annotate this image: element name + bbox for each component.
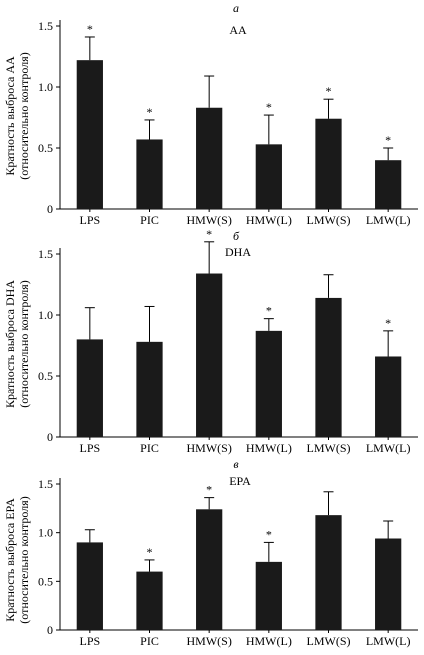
plot-area: 0 0.5 1.0 1.5 LPS * PIC * HMW(S) * HMW(L) LMW(S) LMW…	[38, 477, 418, 648]
significance-marker: *	[266, 304, 272, 318]
significance-marker: *	[326, 84, 332, 98]
panel-a: а AA Кратность выброса AA (относительно …	[3, 1, 418, 227]
x-tick-label: LMW(L)	[366, 213, 411, 227]
panel-b: б DHA Кратность выброса DHA (относительн…	[3, 227, 418, 455]
bar	[255, 330, 282, 437]
bar	[315, 515, 342, 630]
chart-title: EPA	[229, 474, 251, 488]
significance-marker: *	[266, 100, 272, 114]
bar	[315, 118, 342, 209]
bar	[315, 297, 342, 437]
y-tick-label: 1.0	[38, 308, 53, 322]
panel-letter: б	[233, 229, 240, 243]
bar	[76, 339, 103, 437]
y-tick-label: 0	[47, 623, 53, 637]
y-tick-label: 0	[47, 202, 53, 216]
bar	[375, 356, 402, 437]
significance-marker: *	[87, 22, 93, 36]
bar	[255, 144, 282, 209]
x-tick-label: HMW(L)	[246, 634, 292, 648]
significance-marker: *	[385, 316, 391, 330]
plot-area: 0 0.5 1.0 1.5 LPS PIC * HMW(S) * HMW(L) LMW(S) * LMW…	[38, 227, 418, 455]
bar	[375, 160, 402, 209]
y-tick-label: 0.5	[38, 574, 53, 588]
bar	[76, 60, 103, 209]
x-tick-label: LPS	[79, 634, 100, 648]
y-axis-label-sub: (относительно контроля)	[17, 280, 31, 407]
x-tick-label: LMW(S)	[307, 634, 351, 648]
y-tick-label: 1.5	[38, 247, 53, 261]
y-axis-label: Кратность выброса AA	[3, 56, 17, 176]
x-tick-label: LMW(L)	[366, 441, 411, 455]
plot-area: 0 0.5 1.0 1.5 * LPS * PIC HMW(S) * HMW(L) * LMW(S) * L…	[38, 19, 418, 227]
bar	[76, 542, 103, 630]
y-tick-label: 1.5	[38, 477, 53, 491]
panel-letter: в	[233, 457, 238, 471]
bar	[255, 561, 282, 630]
significance-marker: *	[206, 483, 212, 497]
bar	[196, 509, 223, 630]
x-tick-label: HMW(S)	[187, 213, 232, 227]
chart-title: AA	[229, 23, 247, 37]
x-tick-label: PIC	[140, 634, 159, 648]
chart-title: DHA	[225, 245, 251, 259]
significance-marker: *	[266, 527, 272, 541]
y-tick-label: 0.5	[38, 369, 53, 383]
panel-letter: а	[233, 1, 239, 15]
significance-marker: *	[206, 227, 212, 241]
x-tick-label: LPS	[79, 441, 100, 455]
significance-marker: *	[147, 545, 153, 559]
bar	[196, 107, 223, 209]
x-tick-label: LMW(L)	[366, 634, 411, 648]
y-tick-label: 1.0	[38, 526, 53, 540]
bar	[136, 341, 163, 437]
x-tick-label: LPS	[79, 213, 100, 227]
x-tick-label: HMW(S)	[187, 634, 232, 648]
panel-c: в EPA Кратность выброса EPA (относительн…	[3, 457, 418, 648]
x-tick-label: HMW(L)	[246, 213, 292, 227]
x-tick-label: LMW(S)	[307, 441, 351, 455]
x-tick-label: HMW(S)	[187, 441, 232, 455]
bar	[136, 571, 163, 630]
x-tick-label: LMW(S)	[307, 213, 351, 227]
bar	[375, 538, 402, 630]
y-axis-label: Кратность выброса DHA	[3, 280, 17, 408]
x-tick-label: PIC	[140, 441, 159, 455]
y-tick-label: 1.5	[38, 19, 53, 33]
bar	[196, 273, 223, 437]
significance-marker: *	[147, 105, 153, 119]
y-axis-label-sub: (относительно контроля)	[17, 52, 31, 179]
y-tick-label: 0	[47, 430, 53, 444]
significance-marker: *	[385, 133, 391, 147]
bar	[136, 139, 163, 209]
y-tick-label: 0.5	[38, 141, 53, 155]
x-tick-label: PIC	[140, 213, 159, 227]
y-axis-label-sub: (относительно контроля)	[17, 496, 31, 623]
x-tick-label: HMW(L)	[246, 441, 292, 455]
y-tick-label: 1.0	[38, 80, 53, 94]
y-axis-label: Кратность выброса EPA	[3, 498, 17, 622]
